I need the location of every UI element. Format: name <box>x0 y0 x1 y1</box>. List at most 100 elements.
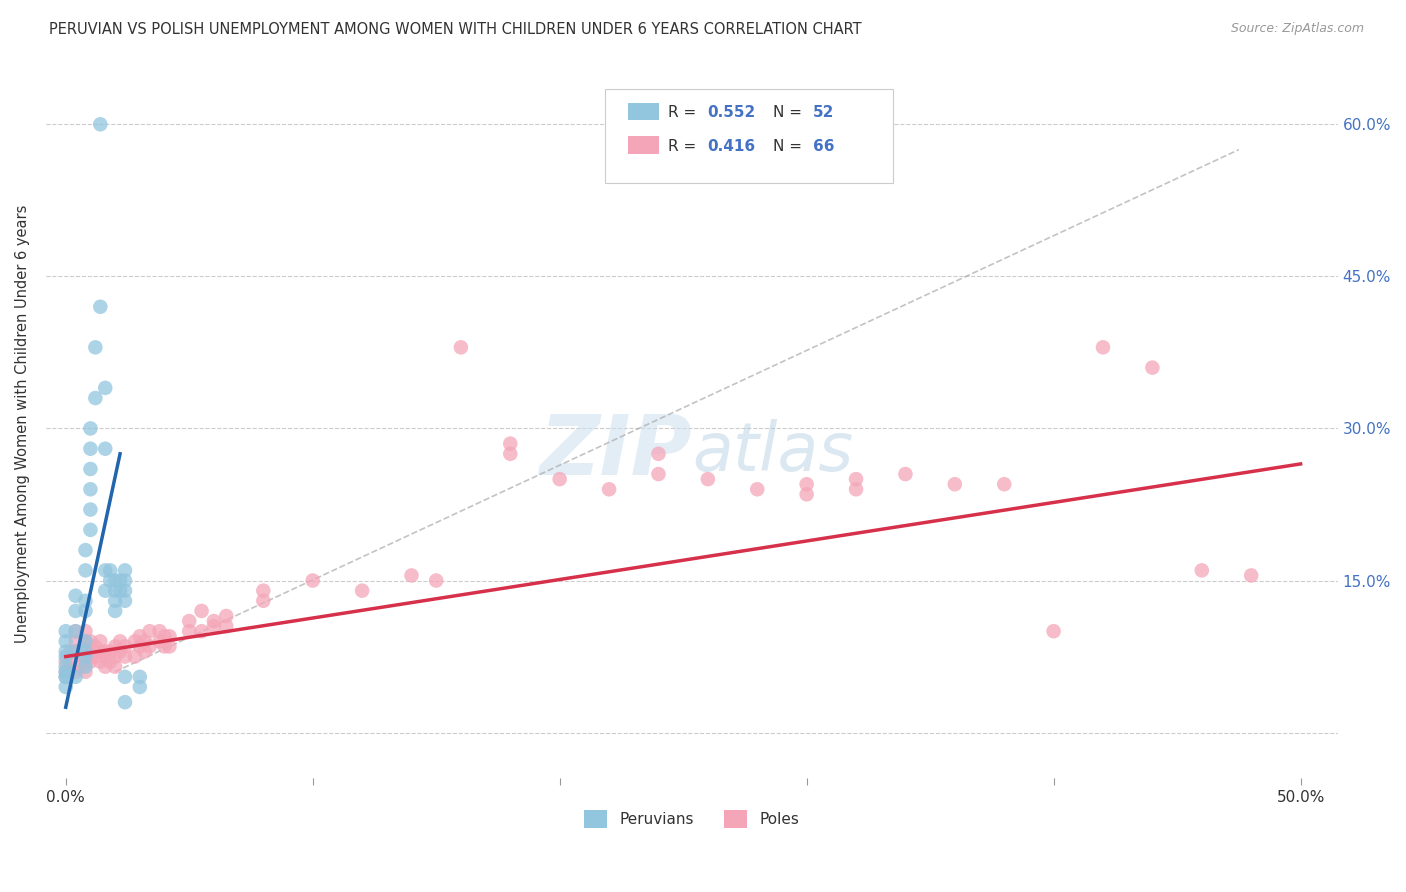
Point <box>69 649 91 664</box>
Point <box>65 665 87 679</box>
Point <box>55 659 77 673</box>
Point <box>114 574 136 588</box>
Point <box>425 574 447 588</box>
Text: R =: R = <box>668 105 702 120</box>
Point <box>796 487 818 501</box>
Point <box>598 483 620 497</box>
Point <box>215 609 238 624</box>
Point <box>108 583 131 598</box>
Point <box>79 462 101 476</box>
Point <box>55 655 77 669</box>
Point <box>647 447 669 461</box>
Point <box>148 634 170 648</box>
Point <box>301 574 323 588</box>
Point <box>104 583 127 598</box>
Text: 0.552: 0.552 <box>707 105 755 120</box>
Point <box>75 563 97 577</box>
Point <box>128 629 150 643</box>
Point <box>138 624 160 639</box>
Point <box>79 634 101 648</box>
Point <box>79 483 101 497</box>
Text: Source: ZipAtlas.com: Source: ZipAtlas.com <box>1230 22 1364 36</box>
Point <box>65 589 87 603</box>
Text: R =: R = <box>668 139 702 154</box>
Point <box>75 594 97 608</box>
Text: ZIP: ZIP <box>538 411 692 492</box>
Point <box>124 649 146 664</box>
Point <box>104 604 127 618</box>
Point <box>98 574 121 588</box>
Point <box>65 670 87 684</box>
Point <box>1092 340 1115 354</box>
Point <box>1142 360 1164 375</box>
Point <box>55 644 77 658</box>
Point <box>114 695 136 709</box>
Point <box>993 477 1015 491</box>
Point <box>94 644 117 658</box>
Point <box>84 340 107 354</box>
Point <box>79 644 101 658</box>
Point <box>128 680 150 694</box>
Point <box>98 644 121 658</box>
Point <box>108 644 131 658</box>
Point <box>202 614 225 628</box>
Point <box>84 649 107 664</box>
Point <box>65 634 87 648</box>
Point <box>104 649 127 664</box>
Point <box>55 680 77 694</box>
Point <box>179 624 201 639</box>
Point <box>104 640 127 654</box>
Point <box>548 472 571 486</box>
Point <box>98 563 121 577</box>
Point <box>108 574 131 588</box>
Point <box>55 624 77 639</box>
Point <box>55 670 77 684</box>
Point <box>94 442 117 456</box>
Point <box>89 644 111 658</box>
Point <box>79 442 101 456</box>
Point <box>108 634 131 648</box>
Point <box>252 594 274 608</box>
Point <box>89 117 111 131</box>
Point <box>79 655 101 669</box>
Point <box>55 665 77 679</box>
Point <box>134 634 156 648</box>
Point <box>153 640 176 654</box>
Point <box>89 655 111 669</box>
Point <box>59 644 82 658</box>
Point <box>89 634 111 648</box>
Point <box>55 665 77 679</box>
Point <box>94 381 117 395</box>
Point <box>55 670 77 684</box>
Point <box>148 624 170 639</box>
Point <box>98 655 121 669</box>
Text: PERUVIAN VS POLISH UNEMPLOYMENT AMONG WOMEN WITH CHILDREN UNDER 6 YEARS CORRELAT: PERUVIAN VS POLISH UNEMPLOYMENT AMONG WO… <box>49 22 862 37</box>
Point <box>1240 568 1263 582</box>
Point <box>79 649 101 664</box>
Point <box>59 655 82 669</box>
Point <box>134 644 156 658</box>
Point <box>55 634 77 648</box>
Point <box>75 655 97 669</box>
Point <box>128 670 150 684</box>
Point <box>75 604 97 618</box>
Point <box>450 340 472 354</box>
Point <box>75 659 97 673</box>
Point <box>845 483 868 497</box>
Point <box>75 644 97 658</box>
Point <box>65 644 87 658</box>
Point <box>65 604 87 618</box>
Text: 0.416: 0.416 <box>707 139 755 154</box>
Point <box>943 477 966 491</box>
Point <box>94 649 117 664</box>
Point <box>89 300 111 314</box>
Point <box>138 640 160 654</box>
Legend: Peruvians, Poles: Peruvians, Poles <box>578 804 806 834</box>
Point <box>747 483 769 497</box>
Point <box>104 594 127 608</box>
Point <box>499 436 522 450</box>
Point <box>104 574 127 588</box>
Point <box>94 563 117 577</box>
Point <box>190 624 212 639</box>
Point <box>499 447 522 461</box>
